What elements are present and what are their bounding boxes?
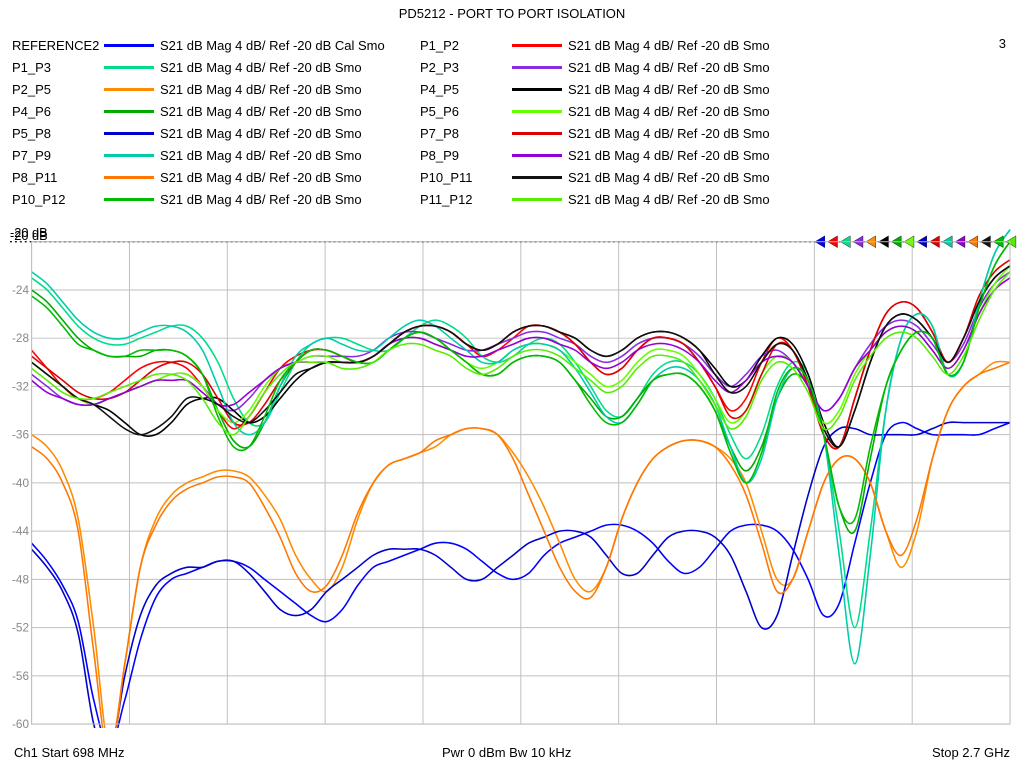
- trace-meas: S21 dB Mag 4 dB/ Ref -20 dB Smo: [160, 170, 420, 185]
- trace-swatch: [512, 176, 562, 179]
- trace-meas: S21 dB Mag 4 dB/ Ref -20 dB Smo: [568, 82, 828, 97]
- trace-meas: S21 dB Mag 4 dB/ Ref -20 dB Smo: [568, 60, 828, 75]
- trace-meas: S21 dB Mag 4 dB/ Ref -20 dB Smo: [568, 170, 828, 185]
- svg-text:-36: -36: [12, 429, 29, 442]
- trace-meas: S21 dB Mag 4 dB/ Ref -20 dB Smo: [568, 192, 828, 207]
- trace-swatch: [512, 154, 562, 157]
- trace-swatch: [104, 198, 154, 201]
- svg-text:-20 dB: -20 dB: [10, 228, 48, 240]
- trace-meas: S21 dB Mag 4 dB/ Ref -20 dB Smo: [160, 82, 420, 97]
- svg-text:-32: -32: [12, 380, 29, 393]
- trace-meas: S21 dB Mag 4 dB/ Ref -20 dB Smo: [160, 60, 420, 75]
- trace-swatch: [104, 110, 154, 113]
- trace-meas: S21 dB Mag 4 dB/ Ref -20 dB Smo: [160, 126, 420, 141]
- trace-swatch: [104, 132, 154, 135]
- trace-swatch: [104, 44, 154, 47]
- trace-name: P7_P8: [420, 126, 512, 141]
- legend: REFERENCE2 S21 dB Mag 4 dB/ Ref -20 dB Ca…: [12, 34, 1012, 210]
- svg-text:-56: -56: [12, 670, 29, 683]
- trace-swatch: [512, 110, 562, 113]
- trace-meas: S21 dB Mag 4 dB/ Ref -20 dB Smo: [568, 148, 828, 163]
- trace-swatch: [512, 132, 562, 135]
- trace-meas: S21 dB Mag 4 dB/ Ref -20 dB Smo: [568, 126, 828, 141]
- trace-meas: S21 dB Mag 4 dB/ Ref -20 dB Smo: [568, 104, 828, 119]
- trace-name: P5_P8: [12, 126, 104, 141]
- trace-name: P10_P12: [12, 192, 104, 207]
- trace-swatch: [512, 44, 562, 47]
- trace-meas: S21 dB Mag 4 dB/ Ref -20 dB Cal Smo: [160, 38, 420, 53]
- trace-meas: S21 dB Mag 4 dB/ Ref -20 dB Smo: [160, 104, 420, 119]
- trace-swatch: [104, 176, 154, 179]
- trace-meas: S21 dB Mag 4 dB/ Ref -20 dB Smo: [160, 148, 420, 163]
- trace-name: P8_P11: [12, 170, 104, 185]
- footer: Ch1 Start 698 MHz Pwr 0 dBm Bw 10 kHz St…: [0, 745, 1024, 760]
- footer-pwr-bw: Pwr 0 dBm Bw 10 kHz: [442, 745, 870, 760]
- trace-name: P4_P5: [420, 82, 512, 97]
- trace-name: P5_P6: [420, 104, 512, 119]
- isolation-chart: -24-28-32-36-40-44-48-52-56-60-20 dB-20 …: [0, 228, 1024, 728]
- trace-swatch: [104, 88, 154, 91]
- svg-text:-48: -48: [12, 573, 29, 586]
- trace-meas: S21 dB Mag 4 dB/ Ref -20 dB Smo: [160, 192, 420, 207]
- trace-swatch: [512, 88, 562, 91]
- trace-name: P2_P3: [420, 60, 512, 75]
- trace-name: P10_P11: [420, 170, 512, 185]
- trace-name: P4_P6: [12, 104, 104, 119]
- trace-name: P1_P2: [420, 38, 512, 53]
- trace-name: P1_P3: [12, 60, 104, 75]
- svg-text:-24: -24: [12, 284, 29, 297]
- trace-name: P11_P12: [420, 192, 512, 207]
- trace-swatch: [512, 66, 562, 69]
- footer-stop: Stop 2.7 GHz: [870, 745, 1010, 760]
- svg-text:-44: -44: [12, 525, 29, 538]
- chart-title: PD5212 - PORT TO PORT ISOLATION: [0, 0, 1024, 21]
- svg-text:-60: -60: [12, 718, 29, 728]
- svg-text:-28: -28: [12, 332, 29, 345]
- footer-start: Ch1 Start 698 MHz: [14, 745, 442, 760]
- svg-text:-52: -52: [12, 622, 29, 635]
- trace-name: P7_P9: [12, 148, 104, 163]
- trace-meas: S21 dB Mag 4 dB/ Ref -20 dB Smo: [568, 38, 828, 53]
- trace-name: REFERENCE2: [12, 38, 104, 53]
- trace-name: P8_P9: [420, 148, 512, 163]
- trace-swatch: [104, 154, 154, 157]
- trace-swatch: [512, 198, 562, 201]
- trace-name: P2_P5: [12, 82, 104, 97]
- trace-swatch: [104, 66, 154, 69]
- svg-text:-40: -40: [12, 477, 29, 490]
